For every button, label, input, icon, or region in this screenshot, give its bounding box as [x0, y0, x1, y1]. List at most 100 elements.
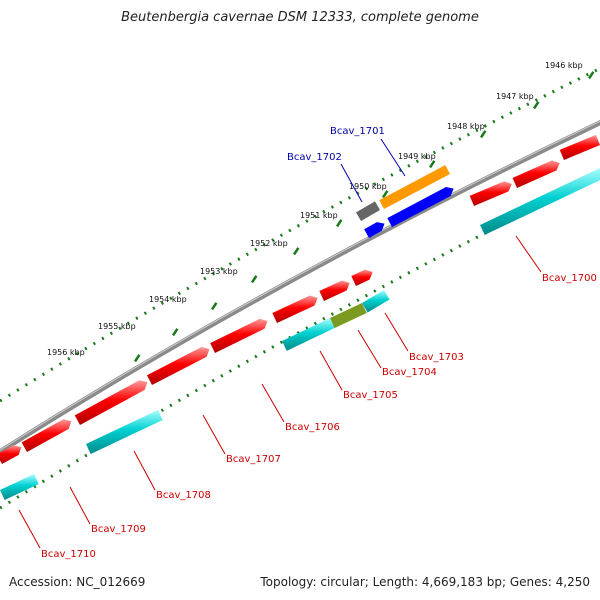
scale-dot	[135, 316, 139, 321]
scale-dot	[109, 331, 113, 336]
scale-dot	[305, 219, 309, 223]
genome-backbone	[0, 120, 600, 455]
cds-forward-block[interactable]	[559, 134, 600, 160]
accession-text: Accession: NC_012669	[9, 575, 146, 589]
cds-forward-block[interactable]	[512, 160, 560, 188]
kbp-major-tick	[587, 71, 595, 80]
scale-dot	[330, 205, 334, 209]
inner-dot	[237, 364, 241, 368]
scale-dot	[262, 242, 266, 247]
map-title: Beutenbergia cavernae DSM 12333, complet…	[121, 10, 479, 25]
scale-dot	[594, 68, 598, 73]
genome-summary-text: Topology: circular; Length: 4,669,183 bp…	[260, 575, 590, 589]
cds-forward-block[interactable]	[351, 269, 373, 286]
inner-dot	[356, 298, 360, 302]
scale-dot	[7, 393, 11, 398]
inner-dot	[458, 244, 462, 248]
kbp-tick-label: 1950 kbp	[349, 182, 387, 191]
inner-dot	[271, 345, 275, 349]
scale-dot	[152, 306, 156, 311]
cds-forward-block[interactable]	[146, 346, 210, 385]
inner-dot	[194, 388, 198, 393]
cds-forward-block[interactable]	[210, 318, 268, 353]
scale-dot	[347, 195, 351, 200]
gene-label-leader	[380, 138, 406, 177]
rrna-block[interactable]	[379, 165, 450, 209]
scale-dot	[58, 362, 62, 366]
scale-dot	[41, 372, 45, 377]
gene-label-leader	[357, 329, 382, 369]
trna-block[interactable]	[364, 222, 385, 238]
gene-label[interactable]: Bcav_1705	[343, 390, 398, 401]
gene-label[interactable]: Bcav_1710	[41, 549, 96, 560]
inner-dot	[7, 500, 11, 505]
scale-dot	[441, 146, 445, 150]
scale-dot	[483, 124, 487, 128]
scale-dot	[254, 247, 258, 252]
cds-reverse-block[interactable]	[86, 410, 163, 454]
cds-forward-block[interactable]	[469, 181, 512, 206]
gene-label[interactable]: Bcav_1706	[285, 422, 340, 433]
gene-label[interactable]: Bcav_1700	[542, 273, 597, 284]
scale-dot	[449, 141, 453, 146]
kbp-major-tick	[250, 275, 258, 284]
scale-dot	[0, 398, 3, 403]
kbp-major-tick	[532, 101, 540, 110]
inner-dot	[228, 369, 232, 373]
inner-dot	[160, 408, 164, 413]
inner-dot	[24, 489, 28, 494]
kbp-major-tick	[133, 354, 141, 363]
gene-label[interactable]: Bcav_1702	[287, 152, 342, 163]
cds-reverse-block[interactable]	[480, 168, 600, 235]
inner-dot	[373, 289, 377, 293]
scale-dot	[500, 115, 504, 120]
inner-dot	[211, 378, 215, 383]
gene-label[interactable]: Bcav_1708	[156, 490, 211, 501]
cds-overlap-block[interactable]	[330, 303, 367, 328]
scale-dot	[279, 233, 283, 238]
scale-dot	[84, 346, 88, 351]
inner-dot	[364, 293, 368, 298]
inner-dot	[424, 262, 428, 266]
inner-dot	[466, 239, 470, 244]
scale-dot	[101, 336, 105, 341]
scale-dot	[16, 388, 20, 392]
scale-dot	[50, 367, 54, 371]
scale-dot	[390, 173, 394, 177]
inner-dot	[245, 359, 249, 364]
cds-forward-block[interactable]	[272, 295, 318, 323]
cds-forward-block[interactable]	[74, 380, 148, 425]
cds-reverse-block[interactable]	[0, 474, 39, 500]
scale-dot	[509, 111, 513, 115]
trna-block[interactable]	[387, 186, 454, 227]
scale-dot	[424, 155, 428, 159]
inner-dot	[84, 453, 88, 458]
inner-dot	[415, 266, 419, 271]
inner-dot	[58, 469, 62, 473]
cds-reverse-block[interactable]	[362, 290, 390, 313]
cds-reverse-block[interactable]	[282, 318, 335, 351]
cds-forward-block[interactable]	[21, 419, 72, 452]
gene-label[interactable]: Bcav_1704	[382, 367, 437, 378]
gene-label[interactable]: Bcav_1703	[409, 352, 464, 363]
scale-dot	[169, 296, 173, 301]
kbp-scale: 1946 kbp 1947 kbp 1948 kbp 1949 kbp 1950 kbp…	[0, 61, 598, 403]
kbp-tick-label: 1951 kbp	[300, 211, 338, 220]
scale-dot	[432, 150, 436, 155]
cds-forward-block[interactable]	[0, 445, 22, 464]
scale-dot	[373, 182, 377, 186]
inner-dot	[169, 403, 173, 408]
feature-track	[0, 134, 600, 500]
other-feature-block[interactable]	[355, 201, 380, 221]
kbp-major-tick	[428, 160, 436, 169]
gene-label[interactable]: Bcav_1707	[226, 454, 281, 465]
scale-dot	[517, 106, 521, 111]
cds-forward-block[interactable]	[319, 280, 350, 301]
scale-dot	[118, 326, 122, 331]
gene-label[interactable]: Bcav_1709	[91, 524, 146, 535]
gene-label[interactable]: Bcav_1701	[330, 126, 385, 137]
scale-dot	[160, 301, 164, 306]
kbp-tick-label: 1953 kbp	[200, 267, 238, 276]
inner-dot	[407, 271, 411, 275]
scale-dot	[313, 214, 317, 219]
